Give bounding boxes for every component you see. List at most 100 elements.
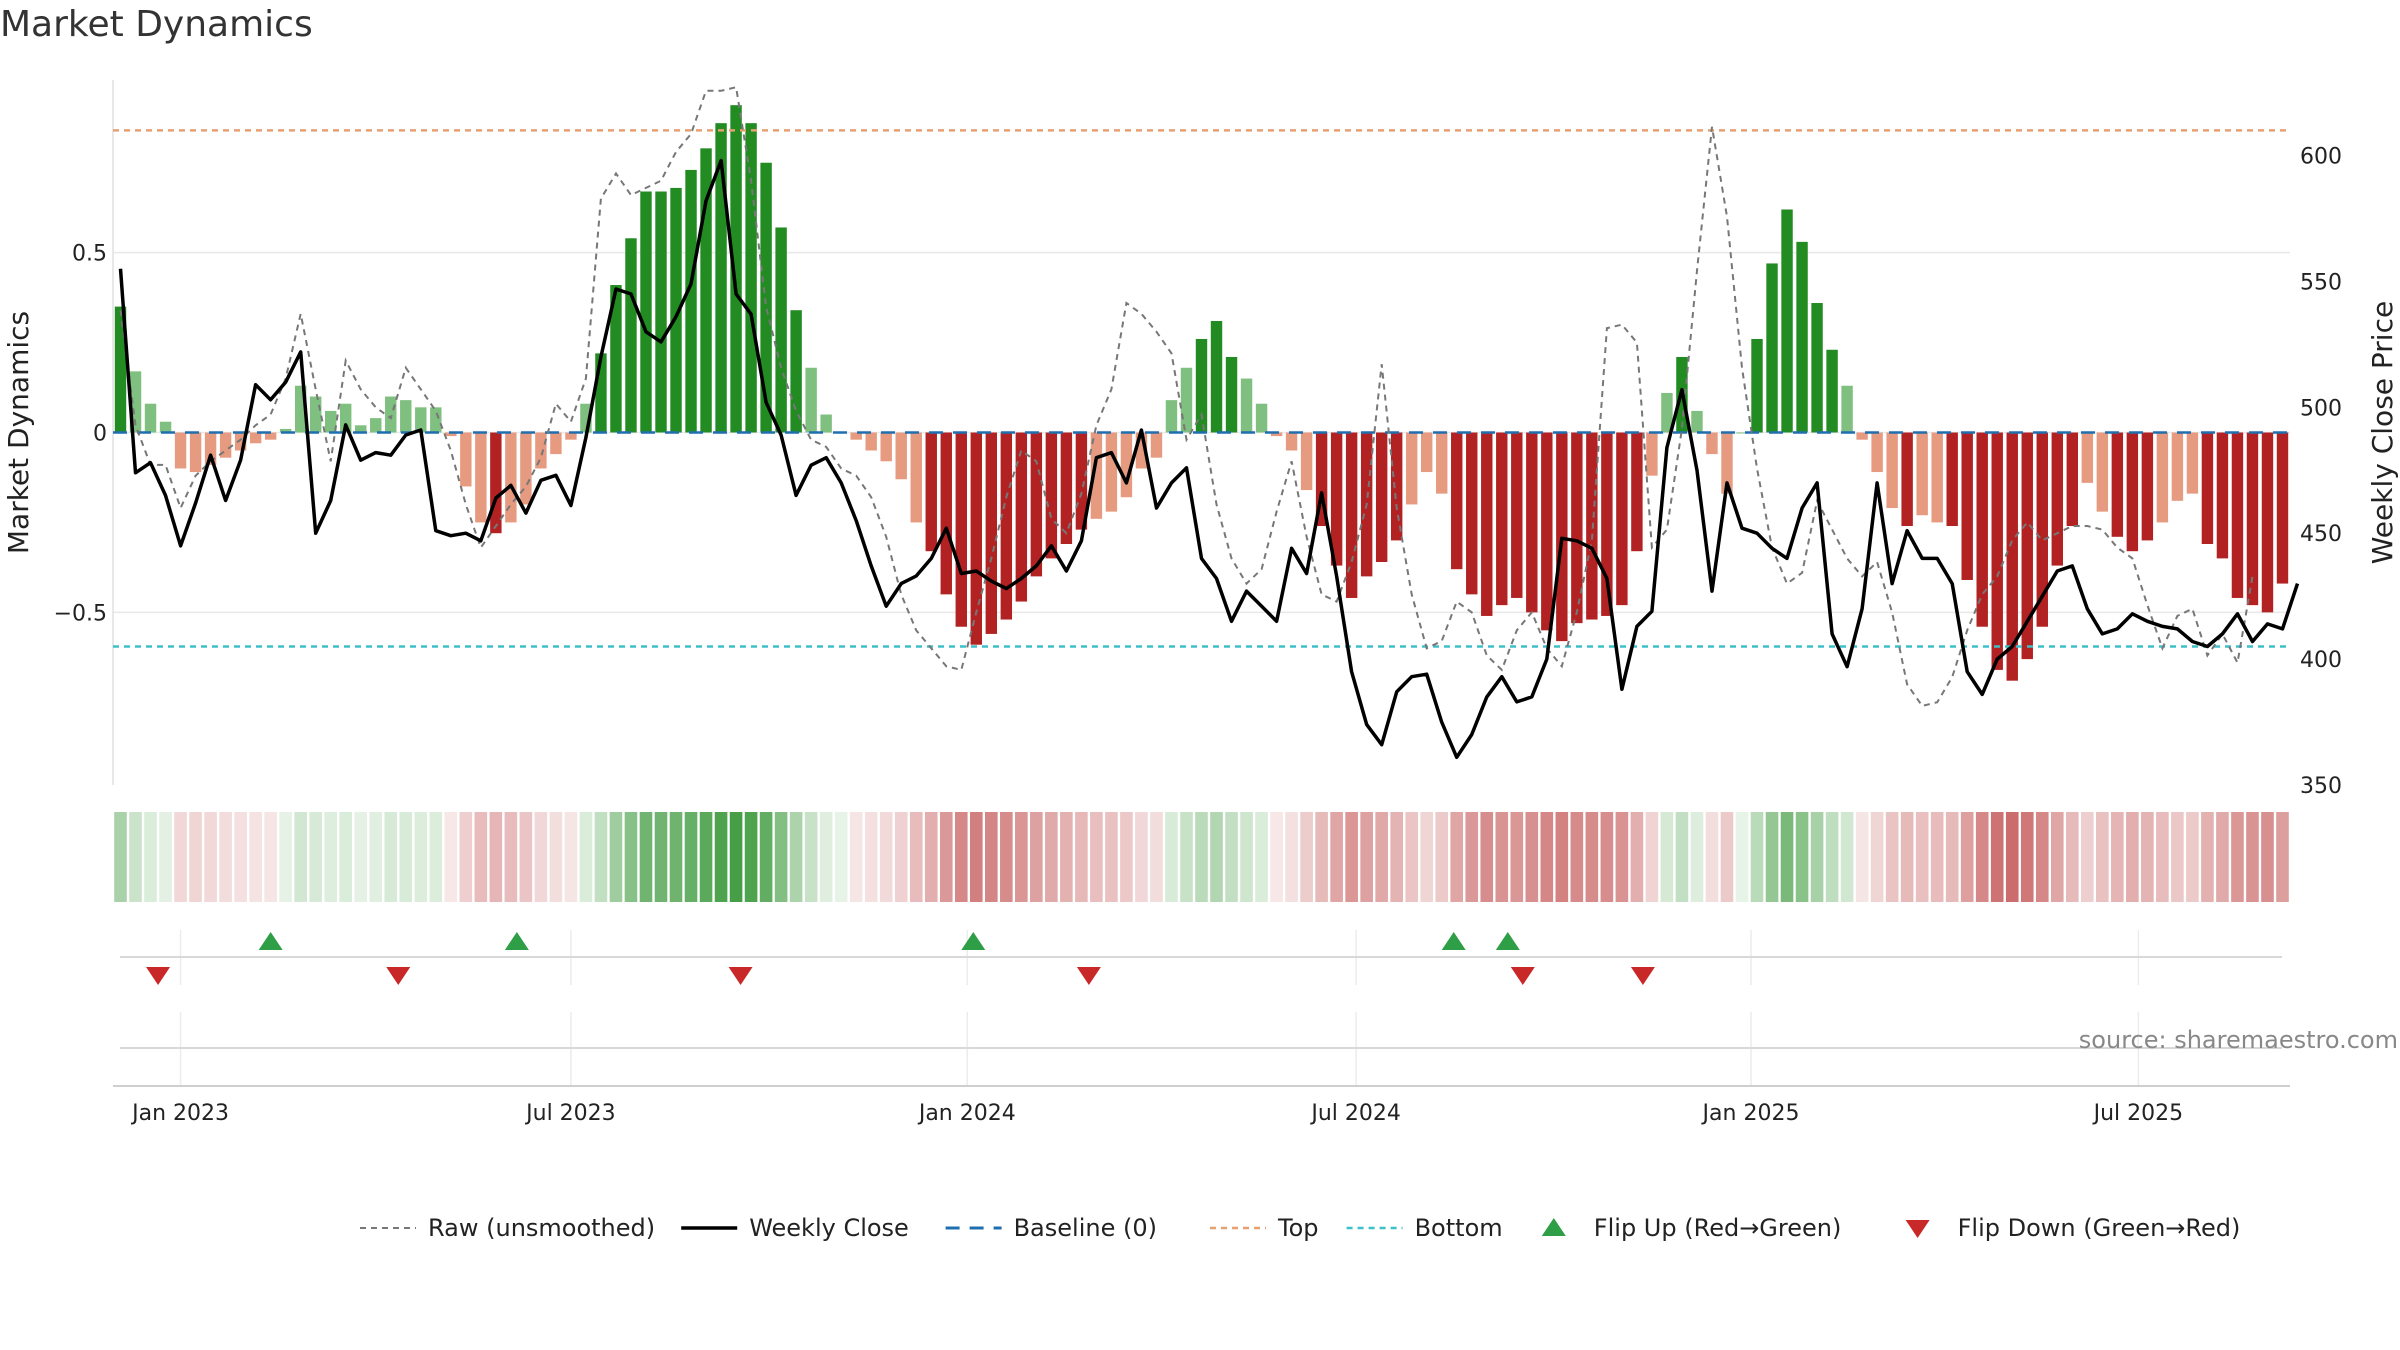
bar — [1300, 432, 1313, 491]
y-right-tick-label: 450 — [2300, 522, 2342, 547]
bar — [2276, 432, 2289, 584]
heat-strip-cell — [1420, 812, 1434, 902]
bar — [1075, 432, 1088, 530]
heat-strip-cell — [1015, 812, 1028, 902]
bar — [1751, 338, 1763, 433]
heat-strip-cell — [2201, 812, 2214, 902]
heat-strip-cell — [1810, 812, 1824, 902]
heat-strip-cell — [1180, 812, 1193, 902]
heat-strip-cell — [249, 812, 262, 902]
legend-swatch-flip-up — [1541, 1218, 1566, 1236]
bar — [415, 407, 427, 433]
bar — [1721, 432, 1733, 494]
heat-strip-cell — [1255, 812, 1268, 902]
heat-strip-cell — [1195, 812, 1208, 902]
heat-strip-cell — [1840, 812, 1854, 902]
bar — [1826, 349, 1838, 433]
y-right-tick-label: 400 — [2300, 648, 2342, 673]
bar — [1345, 432, 1358, 598]
flip-up-marker — [961, 932, 986, 950]
bar — [114, 306, 127, 433]
y-left-tick-label: −0.5 — [54, 601, 107, 626]
legend-label-bottom: Bottom — [1415, 1214, 1503, 1242]
bar — [790, 310, 802, 433]
heat-strip-cell — [1405, 812, 1418, 902]
heat-strip-cell — [1105, 812, 1118, 902]
heat-strip-cell — [1270, 812, 1283, 902]
y-right-tick-label: 550 — [2300, 270, 2342, 295]
heat-strip-cell — [144, 812, 157, 902]
bar — [970, 432, 982, 645]
heat-strip-cell — [894, 812, 908, 902]
bar — [895, 432, 907, 480]
bar — [1811, 303, 1823, 433]
heat-strip-cell — [954, 812, 968, 902]
bar — [1526, 432, 1538, 613]
bar — [189, 432, 202, 473]
heat-strip-cell — [354, 812, 368, 902]
heat-strip-cell — [1750, 812, 1764, 902]
heat-strip-cell — [1450, 812, 1464, 902]
heat-strip-cell — [1960, 812, 1974, 902]
bar — [850, 432, 862, 440]
heat-strip-cell — [1915, 812, 1929, 902]
heat-strip-cell — [2081, 812, 2094, 902]
heat-strip-cell — [624, 812, 638, 902]
heat-strip-cell — [324, 812, 338, 902]
heat-strip-cell — [1930, 812, 1944, 902]
bar — [1706, 432, 1718, 455]
heat-strip-cell — [939, 812, 953, 902]
heat-strip-cell — [2065, 812, 2079, 902]
heat-strip-cell — [219, 812, 232, 902]
heat-strip-cell — [279, 812, 292, 902]
bar — [700, 148, 712, 433]
heat-strip-cell — [1825, 812, 1839, 902]
heat-strip-cell — [294, 812, 307, 902]
bar — [174, 432, 187, 469]
bar — [2021, 432, 2033, 660]
heat-strip-cell — [549, 812, 563, 902]
bar — [2051, 432, 2063, 566]
bar — [1105, 432, 1118, 512]
heat-strip-cell — [1765, 812, 1779, 902]
heat-strip-cell — [864, 812, 878, 902]
bar — [144, 403, 157, 433]
bar — [550, 432, 562, 455]
legend-label-flip-down: Flip Down (Green→Red) — [1958, 1214, 2241, 1242]
heat-strip-cell — [2005, 812, 2019, 902]
y-left-tick-label: 0 — [93, 422, 107, 447]
heat-strip-cell — [1990, 812, 2004, 902]
heat-strip-cell — [339, 812, 353, 902]
heat-strip-cell — [1060, 812, 1073, 902]
heat-strip-cell — [804, 812, 818, 902]
heat-strip-cell — [2035, 812, 2049, 902]
heat-strip-cell — [639, 812, 653, 902]
legend-label-flip-up: Flip Up (Red→Green) — [1594, 1214, 1842, 1242]
bar — [595, 353, 607, 433]
heat-strip-cell — [1660, 812, 1674, 902]
heat-strip-cell — [309, 812, 322, 902]
bar — [760, 162, 772, 433]
bar — [2111, 432, 2124, 537]
heat-strip-cell — [609, 812, 623, 902]
heat-strip-cell — [1240, 812, 1253, 902]
bar — [129, 371, 142, 433]
x-tick-label: Jan 2025 — [1701, 1101, 1800, 1126]
heat-strip-cell — [1780, 812, 1794, 902]
bar — [565, 432, 577, 440]
heat-strip-cell — [204, 812, 217, 902]
bar — [1285, 432, 1298, 451]
bar — [1541, 432, 1553, 631]
bar — [355, 425, 367, 433]
x-tick-label: Jan 2023 — [130, 1101, 229, 1126]
heat-strip-cell — [909, 812, 923, 902]
bar — [1390, 432, 1403, 541]
heat-strip-cell — [2171, 812, 2184, 902]
bar — [2186, 432, 2199, 494]
heat-strip-cell — [1690, 812, 1704, 902]
bar — [2096, 432, 2109, 512]
bar — [2156, 432, 2169, 523]
bar — [159, 421, 172, 433]
bar — [880, 432, 892, 462]
bar — [1135, 432, 1148, 469]
